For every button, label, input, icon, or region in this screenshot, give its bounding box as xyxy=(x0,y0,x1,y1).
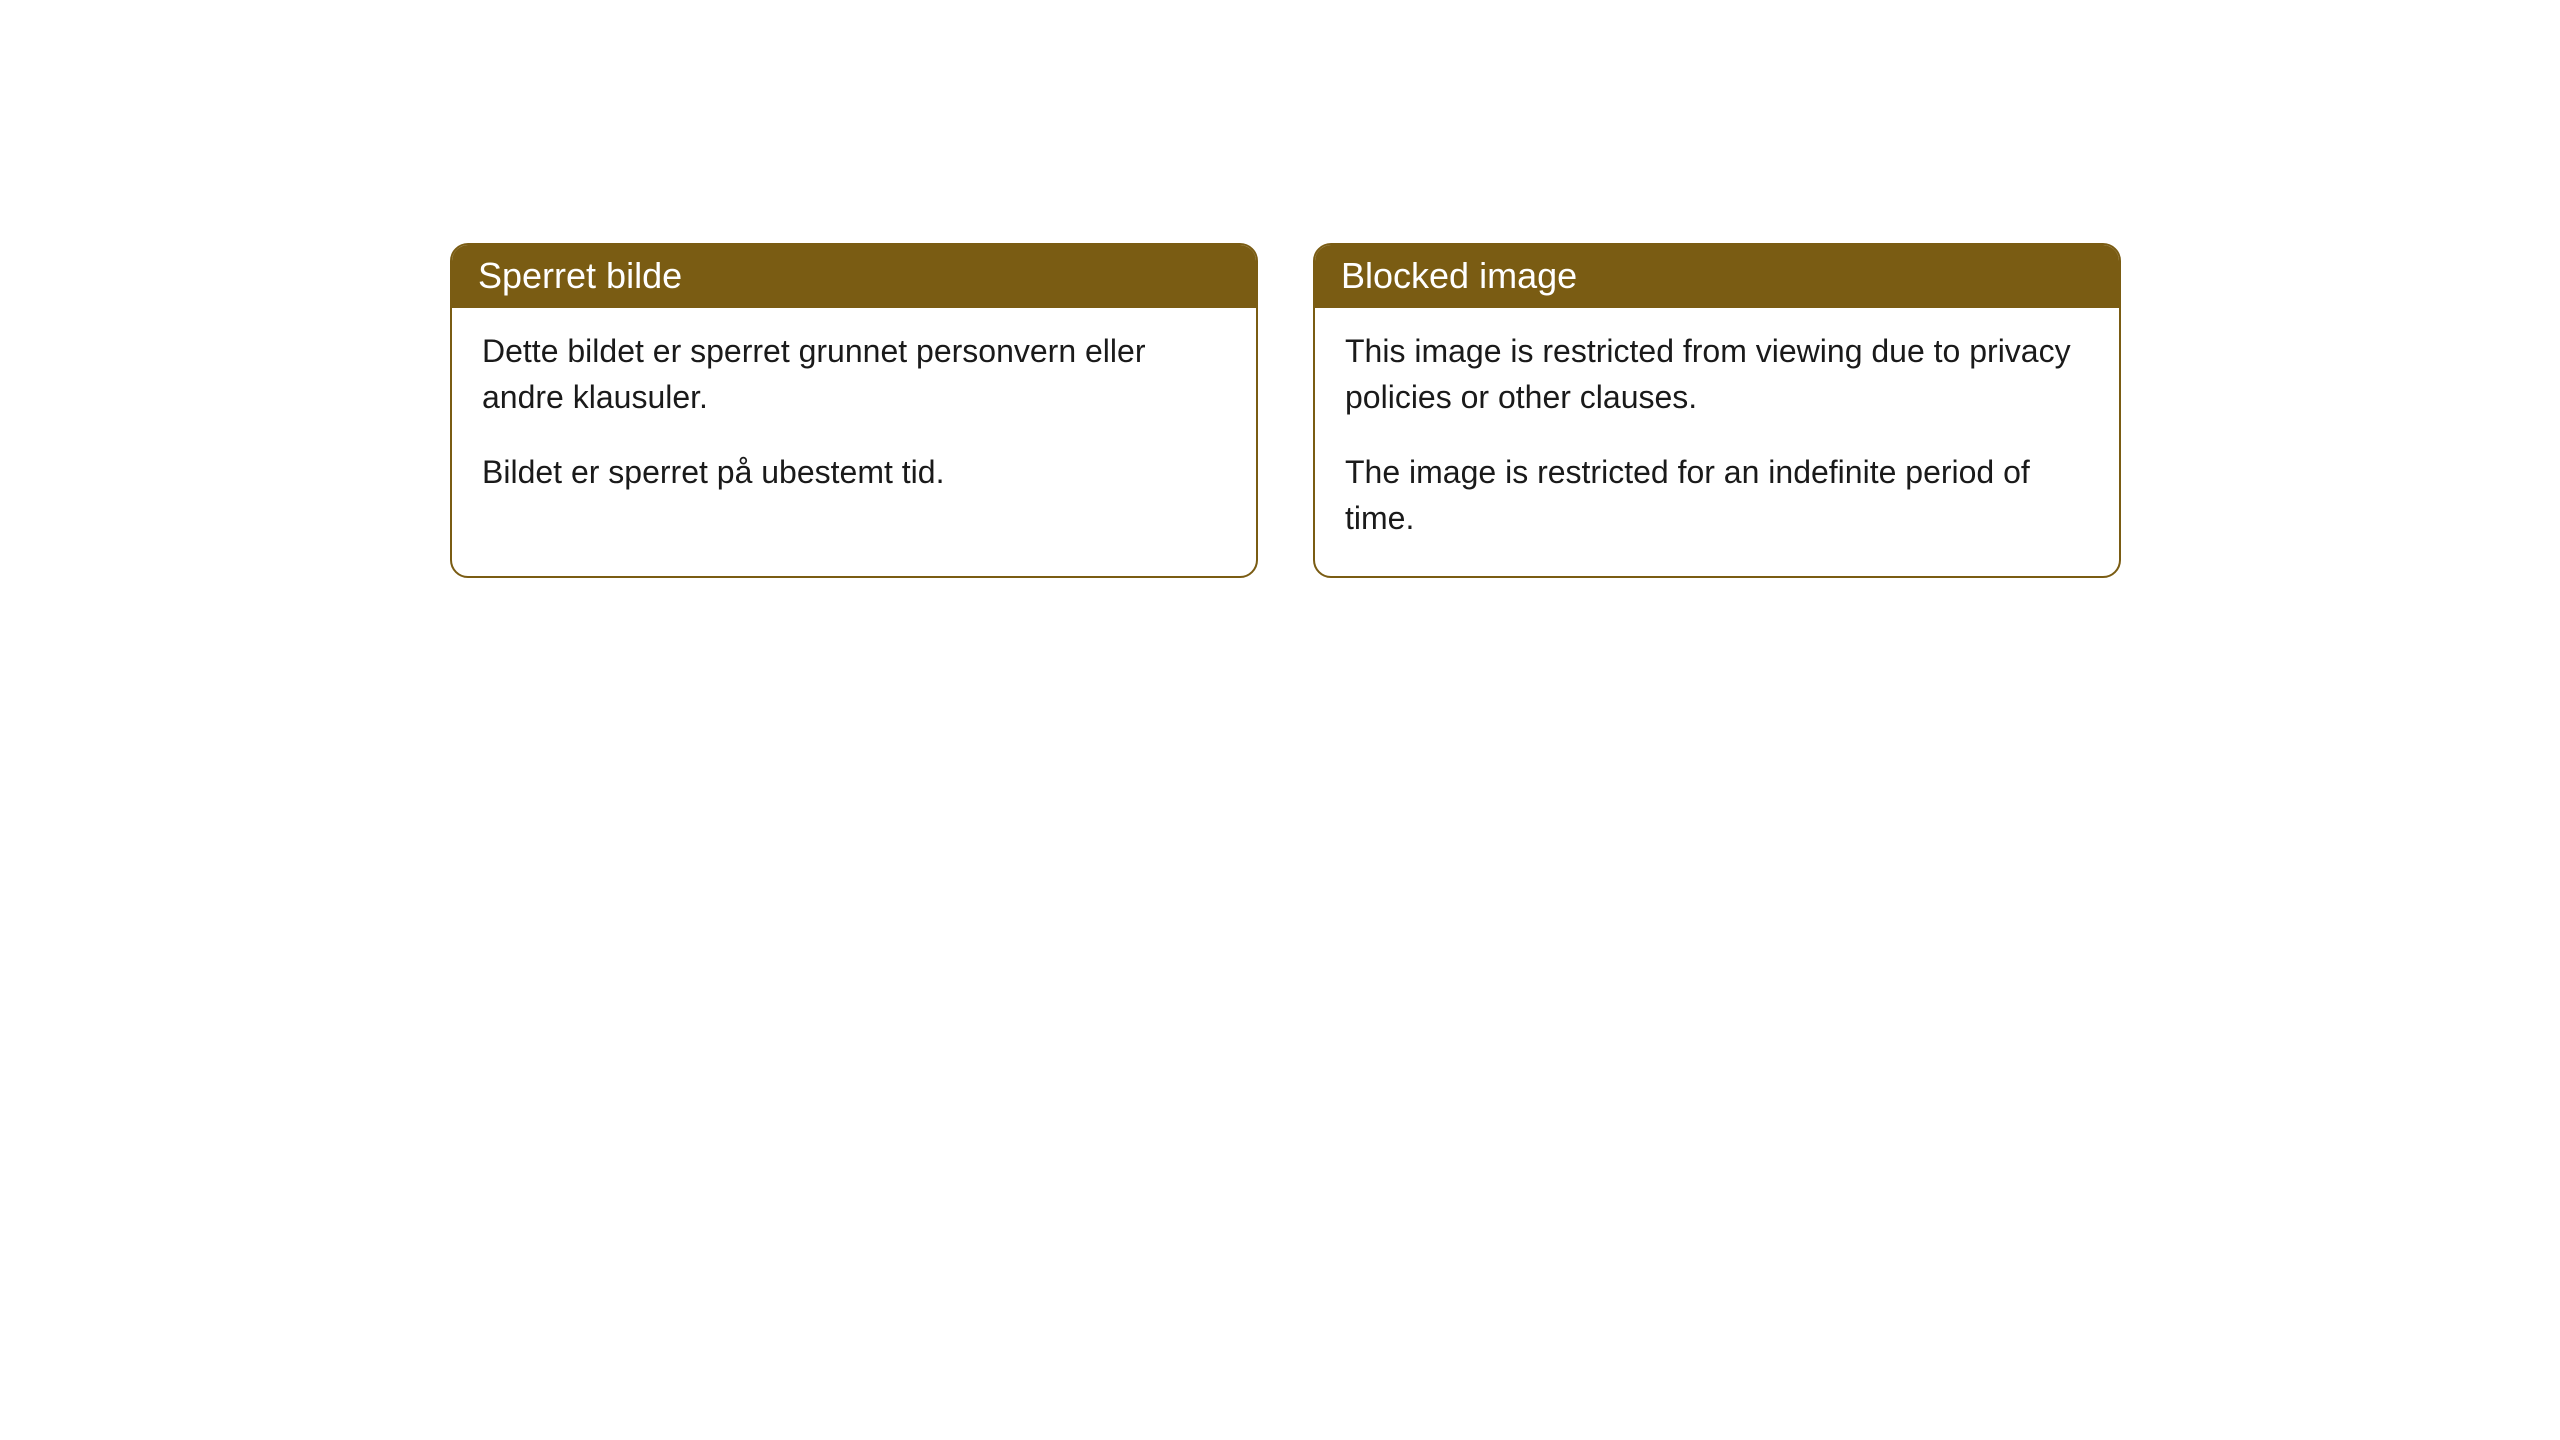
notice-body: This image is restricted from viewing du… xyxy=(1315,308,2119,576)
notice-card-english: Blocked image This image is restricted f… xyxy=(1313,243,2121,578)
notice-title: Sperret bilde xyxy=(478,255,682,296)
notice-paragraph: Bildet er sperret på ubestemt tid. xyxy=(482,449,1226,495)
notice-paragraph: Dette bildet er sperret grunnet personve… xyxy=(482,328,1226,421)
notice-paragraph: This image is restricted from viewing du… xyxy=(1345,328,2089,421)
notice-paragraph: The image is restricted for an indefinit… xyxy=(1345,449,2089,542)
notice-card-norwegian: Sperret bilde Dette bildet er sperret gr… xyxy=(450,243,1258,578)
notice-title: Blocked image xyxy=(1341,255,1577,296)
notice-container: Sperret bilde Dette bildet er sperret gr… xyxy=(450,243,2121,578)
notice-header: Blocked image xyxy=(1315,245,2119,308)
notice-body: Dette bildet er sperret grunnet personve… xyxy=(452,308,1256,529)
notice-header: Sperret bilde xyxy=(452,245,1256,308)
